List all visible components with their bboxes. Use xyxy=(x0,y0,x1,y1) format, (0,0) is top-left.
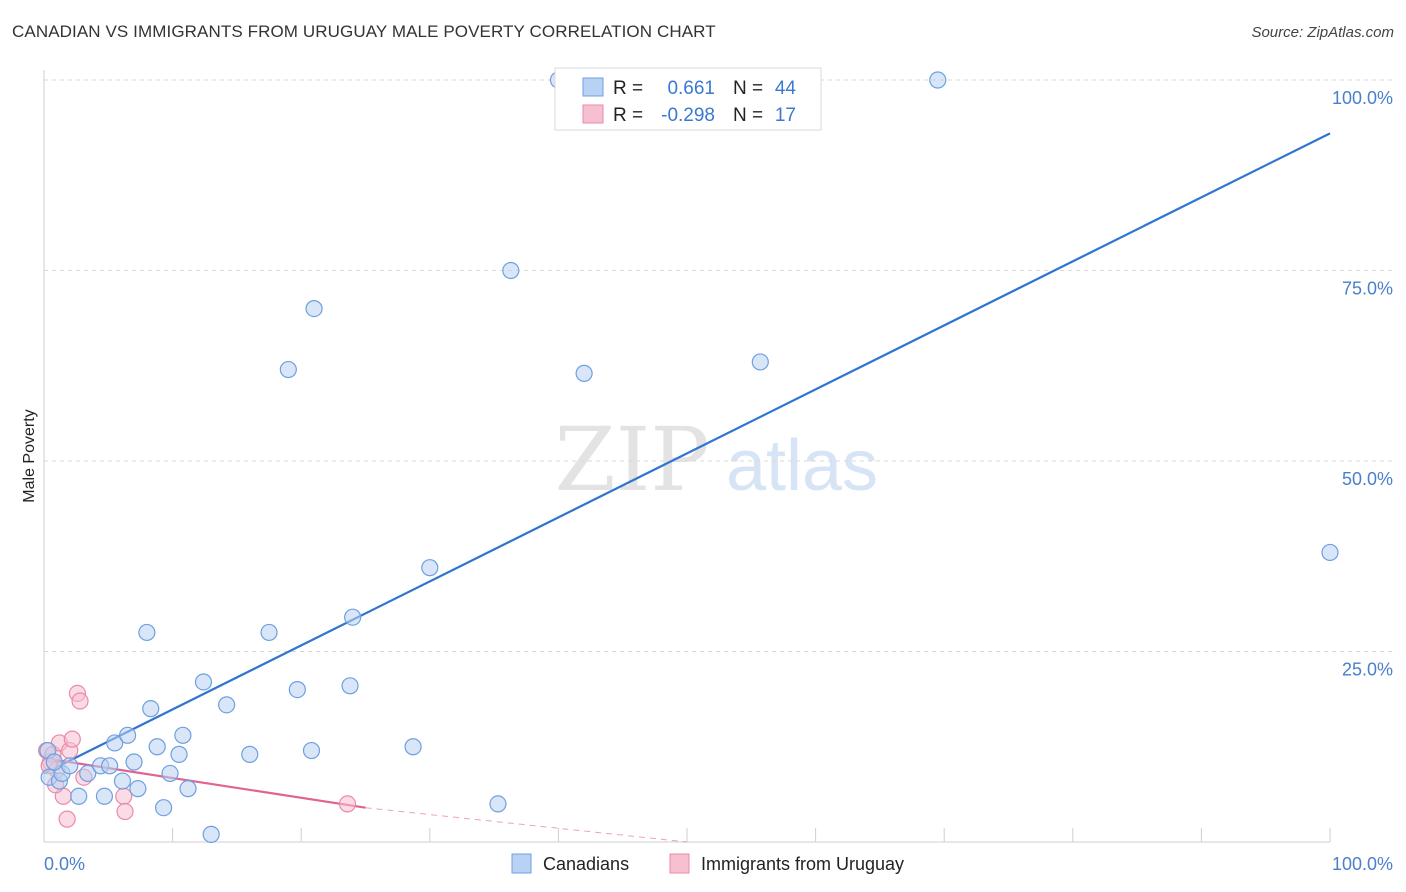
point-uruguay-6 xyxy=(58,810,76,828)
point-canadians-29 xyxy=(288,680,306,699)
y-tick-label-75: 75.0% xyxy=(1342,279,1393,299)
grid-lines xyxy=(44,79,1393,652)
point-canadians-31 xyxy=(305,300,323,318)
point-canadians-39 xyxy=(575,364,593,382)
point-canadians-36 xyxy=(489,795,507,813)
point-canadians-32 xyxy=(341,677,359,695)
y-tick-label-100: 100.0% xyxy=(1332,88,1393,108)
point-canadians-10 xyxy=(106,734,124,752)
point-canadians-24 xyxy=(202,825,220,843)
point-canadians-28 xyxy=(279,360,297,379)
point-canadians-35 xyxy=(421,559,439,577)
y-axis-title: Male Poverty xyxy=(21,409,38,502)
point-canadians-25 xyxy=(218,696,236,714)
point-canadians-11 xyxy=(113,772,132,790)
legend-r-label-uruguay: R = xyxy=(613,105,643,126)
point-canadians-20 xyxy=(170,745,188,763)
point-canadians-34 xyxy=(404,738,422,756)
x-tick-label-max: 100.0% xyxy=(1332,854,1393,874)
source-credit: Source: ZipAtlas.com xyxy=(1251,24,1394,41)
point-canadians-12 xyxy=(118,726,137,744)
point-canadians-27 xyxy=(260,623,278,642)
point-uruguay-10 xyxy=(71,692,89,710)
point-canadians-13 xyxy=(125,753,143,771)
legend-n-value-uruguay: 17 xyxy=(775,105,796,126)
point-canadians-5 xyxy=(70,787,88,805)
point-canadians-40 xyxy=(751,353,769,371)
watermark-zip: ZIP xyxy=(554,408,709,511)
legend-n-label-uruguay: N = xyxy=(733,105,763,126)
trend-line-uruguay-extension xyxy=(365,807,688,843)
y-tick-label-25: 25.0% xyxy=(1342,660,1393,680)
bottom-legend-label-canadians: Canadians xyxy=(543,854,629,874)
point-canadians-30 xyxy=(302,741,321,760)
legend-n-label-canadians: N = xyxy=(733,78,763,99)
bottom-legend-swatch-canadians xyxy=(511,853,532,874)
point-canadians-41 xyxy=(929,71,947,89)
legend-r-value-uruguay: -0.298 xyxy=(661,105,715,126)
legend-n-value-canadians: 44 xyxy=(775,78,797,99)
series-legend: Canadians Immigrants from Uruguay xyxy=(511,853,904,874)
point-canadians-43 xyxy=(45,753,63,771)
point-canadians-19 xyxy=(161,764,179,783)
y-tick-label-50: 50.0% xyxy=(1342,469,1393,489)
watermark: ZIP atlas xyxy=(554,408,878,511)
bottom-legend-label-uruguay: Immigrants from Uruguay xyxy=(701,854,904,874)
points-canadians xyxy=(39,71,1339,843)
point-canadians-23 xyxy=(194,673,213,691)
legend-r-value-canadians: 0.661 xyxy=(667,78,715,99)
point-canadians-14 xyxy=(129,780,147,798)
legend-swatch-canadians xyxy=(582,77,604,97)
y-tick-labels: 25.0% 50.0% 75.0% 100.0% xyxy=(1332,88,1393,680)
stats-legend: R = 0.661 N = 44 R = -0.298 N = 17 xyxy=(554,67,822,131)
point-uruguay-13 xyxy=(116,802,134,821)
point-canadians-42 xyxy=(1321,543,1339,562)
point-uruguay-14 xyxy=(338,795,357,813)
point-canadians-8 xyxy=(95,787,114,805)
trend-line-canadians xyxy=(43,132,1331,775)
chart-title: CANADIAN VS IMMIGRANTS FROM URUGUAY MALE… xyxy=(12,22,716,41)
legend-swatch-uruguay xyxy=(582,104,604,124)
point-canadians-15 xyxy=(138,623,156,642)
point-uruguay-12 xyxy=(115,787,133,805)
point-canadians-6 xyxy=(79,764,97,783)
point-canadians-22 xyxy=(179,780,197,798)
x-tick-label-min: 0.0% xyxy=(44,854,85,874)
x-ticks xyxy=(43,828,1331,842)
watermark-atlas: atlas xyxy=(726,426,878,506)
point-canadians-37 xyxy=(502,261,520,280)
bottom-legend-swatch-uruguay xyxy=(669,853,690,874)
point-canadians-9 xyxy=(100,757,119,775)
point-canadians-16 xyxy=(142,700,160,718)
point-uruguay-8 xyxy=(63,730,81,748)
legend-r-label-canadians: R = xyxy=(613,78,643,99)
point-canadians-17 xyxy=(148,738,166,756)
point-canadians-18 xyxy=(154,799,173,817)
point-canadians-26 xyxy=(241,745,259,763)
point-canadians-4 xyxy=(61,757,79,775)
point-canadians-21 xyxy=(174,726,192,744)
point-canadians-33 xyxy=(344,608,362,626)
